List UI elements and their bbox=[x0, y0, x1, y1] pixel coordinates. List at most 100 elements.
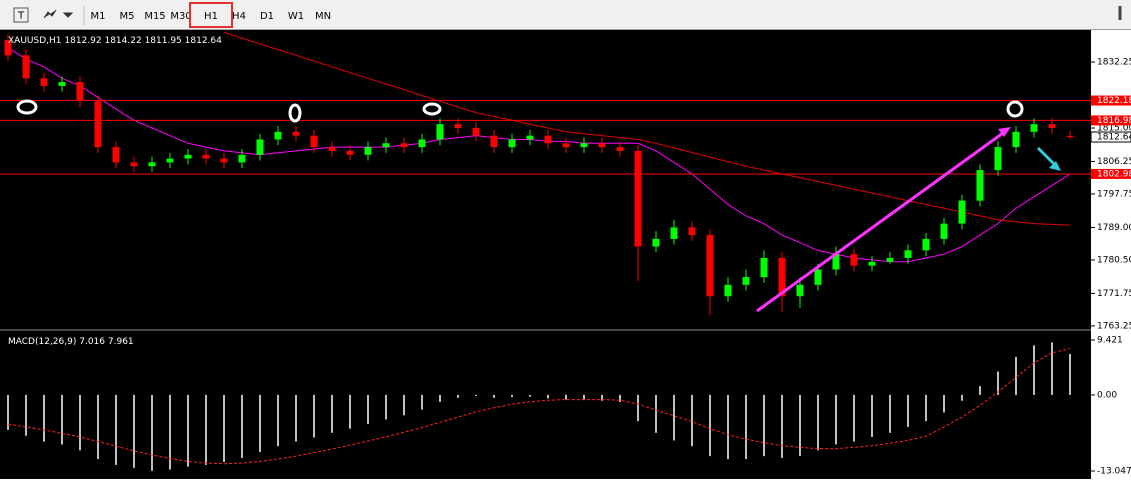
timeframe-button[interactable]: D1 bbox=[260, 11, 274, 22]
signal-line bbox=[7, 348, 1071, 465]
marker-circle bbox=[1006, 100, 1024, 118]
candle-body bbox=[130, 162, 138, 167]
macd-bar bbox=[115, 394, 117, 465]
macd-bar bbox=[367, 394, 369, 425]
annotations bbox=[16, 99, 1061, 313]
candle-body bbox=[436, 124, 444, 140]
trend-arrow bbox=[756, 131, 1004, 313]
macd-bar bbox=[853, 394, 855, 442]
macd-main: 7.016 bbox=[79, 337, 105, 347]
candle-body bbox=[598, 143, 606, 148]
y-tick-label: 1797.75 bbox=[1097, 189, 1131, 199]
candle-body bbox=[616, 147, 624, 151]
y-tick-label: 0.00 bbox=[1097, 390, 1117, 400]
candle-body bbox=[400, 143, 408, 148]
macd-bar bbox=[493, 394, 495, 398]
candle-body bbox=[814, 269, 822, 285]
candle-body bbox=[382, 143, 390, 148]
macd-bar bbox=[727, 394, 729, 460]
macd-bar bbox=[583, 394, 585, 401]
plot: 1832.25 1815.00 1806.25 1797.75 1789.00 1780.… bbox=[0, 31, 1131, 476]
candle-body bbox=[544, 135, 552, 144]
y-tick-label: 1763.25 bbox=[1097, 321, 1131, 331]
macd-bar bbox=[745, 394, 747, 460]
level-label-box bbox=[1091, 115, 1131, 126]
macd-bar bbox=[241, 394, 243, 458]
macd-bar bbox=[547, 394, 549, 399]
candle-body bbox=[688, 227, 696, 236]
level-label: 1822.18 bbox=[1097, 96, 1131, 106]
candle-body bbox=[40, 78, 48, 86]
macd-bar bbox=[403, 394, 405, 416]
macd-bar bbox=[655, 394, 657, 433]
candle-body bbox=[958, 200, 966, 224]
candle-body bbox=[148, 162, 156, 167]
candle-body bbox=[76, 82, 84, 102]
candle-body bbox=[886, 258, 894, 262]
macd-bar bbox=[151, 394, 153, 471]
macd-bar bbox=[385, 394, 387, 420]
candle-body bbox=[292, 131, 300, 136]
macd-bar bbox=[1033, 345, 1035, 395]
current-price: 1812.64 bbox=[1097, 133, 1131, 143]
candle-body bbox=[4, 40, 12, 56]
candle-body bbox=[706, 235, 714, 297]
macd-title: MACD(12,26,9) bbox=[8, 337, 76, 347]
timeframe-button[interactable]: H4 bbox=[232, 11, 246, 22]
timeframe-button[interactable]: M1 bbox=[91, 11, 106, 22]
y-tick-label: 1771.75 bbox=[1097, 289, 1131, 299]
y-tick-label: 1789.00 bbox=[1097, 223, 1131, 233]
y-tick-label: 1815.00 bbox=[1097, 123, 1131, 133]
macd-bar bbox=[223, 394, 225, 462]
timeframe-button[interactable]: M5 bbox=[120, 11, 135, 22]
candle-body bbox=[1048, 124, 1056, 128]
macd-bar bbox=[907, 394, 909, 427]
candle-body bbox=[994, 147, 1002, 171]
macd-bar bbox=[475, 394, 477, 397]
candle-body bbox=[922, 238, 930, 251]
y-tick-label: 1780.50 bbox=[1097, 255, 1131, 265]
bar-low: 1811.95 bbox=[145, 36, 182, 46]
y-tick-label: 1832.25 bbox=[1097, 58, 1131, 68]
macd-bar bbox=[187, 394, 189, 467]
text-tool-icon[interactable] bbox=[13, 7, 29, 23]
macd-bar bbox=[1069, 354, 1071, 395]
macd-bar bbox=[673, 394, 675, 441]
text-tool-glyph: T bbox=[17, 11, 25, 22]
timeframe-button[interactable]: M30 bbox=[170, 11, 191, 22]
y-tick-label: 1806.25 bbox=[1097, 157, 1131, 167]
candle-body bbox=[346, 150, 354, 155]
marker-circle bbox=[422, 102, 442, 116]
objects-icon[interactable] bbox=[43, 9, 74, 19]
macd-bar bbox=[871, 394, 873, 437]
macd-signal: 7.961 bbox=[108, 337, 134, 347]
macd-bar bbox=[691, 394, 693, 447]
candle-body bbox=[832, 254, 840, 270]
chart-area bbox=[0, 30, 1091, 479]
macd-bar bbox=[133, 394, 135, 468]
timeframe-button[interactable]: W1 bbox=[288, 11, 304, 22]
macd-bar bbox=[889, 394, 891, 433]
macd-bar bbox=[565, 394, 567, 400]
candle-body bbox=[472, 127, 480, 136]
macd-bar bbox=[799, 394, 801, 457]
level-label-box bbox=[1091, 168, 1131, 179]
candle-body bbox=[868, 261, 876, 266]
candle-body bbox=[580, 143, 588, 148]
macd-bar bbox=[25, 394, 27, 436]
timeframe-button[interactable]: M15 bbox=[144, 11, 165, 22]
candle-body bbox=[562, 143, 570, 148]
macd-bar bbox=[295, 394, 297, 442]
arrow-head bbox=[998, 127, 1011, 137]
timeframe-button[interactable]: MN bbox=[315, 11, 331, 22]
macd-bar bbox=[421, 394, 423, 410]
candle-body bbox=[22, 55, 30, 79]
macd-bar bbox=[313, 394, 315, 438]
macd-bar bbox=[817, 394, 819, 451]
macd-bar bbox=[979, 386, 981, 395]
candle-body bbox=[274, 131, 282, 140]
timeframe-button[interactable]: H1 bbox=[204, 11, 218, 22]
candle-body bbox=[904, 250, 912, 259]
symbol: XAUUSD,H1 bbox=[8, 36, 62, 46]
